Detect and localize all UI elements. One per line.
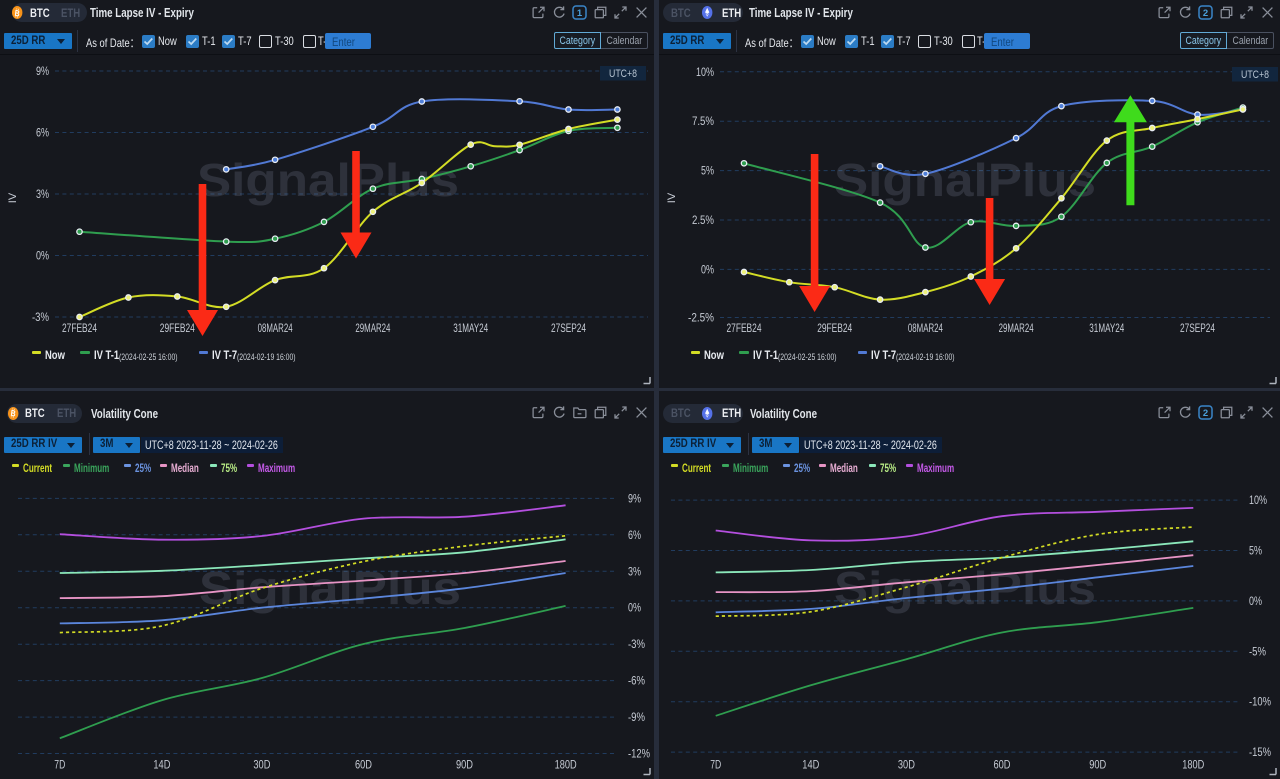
svg-text:180D: 180D: [1182, 758, 1204, 772]
svg-text:2.5%: 2.5%: [692, 213, 714, 227]
svg-text:SignalPlus: SignalPlus: [834, 562, 1096, 614]
svg-text:9%: 9%: [36, 64, 49, 78]
svg-text:29MAR24: 29MAR24: [355, 321, 390, 335]
svg-text:0%: 0%: [36, 249, 49, 263]
svg-text:-10%: -10%: [1249, 695, 1271, 709]
svg-text:5%: 5%: [1249, 544, 1262, 558]
svg-text:29FEB24: 29FEB24: [817, 321, 852, 335]
svg-text:SignalPlus: SignalPlus: [834, 154, 1096, 206]
svg-text:3%: 3%: [628, 564, 641, 578]
svg-text:5%: 5%: [701, 164, 714, 178]
svg-text:-3%: -3%: [628, 637, 645, 651]
svg-text:90D: 90D: [456, 758, 473, 772]
svg-text:IV: IV: [666, 192, 678, 203]
svg-text:-3%: -3%: [32, 310, 49, 324]
svg-text:-15%: -15%: [1249, 745, 1271, 759]
svg-text:7.5%: 7.5%: [692, 114, 714, 128]
svg-text:31MAY24: 31MAY24: [453, 321, 488, 335]
svg-text:IV: IV: [7, 192, 19, 203]
svg-text:27SEP24: 27SEP24: [1180, 321, 1215, 335]
svg-text:6%: 6%: [628, 528, 641, 542]
svg-text:14D: 14D: [802, 758, 819, 772]
svg-text:60D: 60D: [994, 758, 1011, 772]
svg-text:60D: 60D: [355, 758, 372, 772]
svg-text:90D: 90D: [1089, 758, 1106, 772]
svg-text:08MAR24: 08MAR24: [258, 321, 293, 335]
svg-text:2: 2: [1203, 8, 1208, 19]
svg-text:B: B: [10, 408, 16, 418]
svg-text:-2.5%: -2.5%: [688, 311, 714, 325]
svg-text:9%: 9%: [628, 491, 641, 505]
svg-text:29MAR24: 29MAR24: [999, 321, 1034, 335]
svg-text:-6%: -6%: [628, 674, 645, 688]
svg-text:2: 2: [1203, 408, 1208, 419]
svg-text:30D: 30D: [253, 758, 270, 772]
svg-text:31MAY24: 31MAY24: [1089, 321, 1124, 335]
svg-text:B: B: [14, 8, 20, 18]
svg-text:7D: 7D: [54, 758, 65, 772]
svg-text:UTC+8: UTC+8: [609, 68, 637, 80]
svg-text:UTC+8: UTC+8: [1241, 69, 1269, 81]
svg-text:-9%: -9%: [628, 710, 645, 724]
svg-text:14D: 14D: [153, 758, 170, 772]
svg-text:3%: 3%: [36, 187, 49, 201]
svg-text:-12%: -12%: [628, 747, 650, 761]
svg-text:-5%: -5%: [1249, 644, 1266, 658]
svg-text:SignalPlus: SignalPlus: [199, 562, 461, 614]
svg-text:27FEB24: 27FEB24: [62, 321, 97, 335]
svg-text:08MAR24: 08MAR24: [908, 321, 943, 335]
svg-text:29FEB24: 29FEB24: [160, 321, 195, 335]
svg-text:7D: 7D: [710, 758, 721, 772]
svg-text:6%: 6%: [36, 126, 49, 140]
svg-text:0%: 0%: [701, 262, 714, 276]
svg-text:180D: 180D: [555, 758, 577, 772]
svg-text:10%: 10%: [696, 65, 714, 79]
svg-text:1: 1: [577, 8, 583, 19]
svg-text:10%: 10%: [1249, 493, 1267, 507]
svg-text:27FEB24: 27FEB24: [727, 321, 762, 335]
svg-text:0%: 0%: [1249, 594, 1262, 608]
svg-text:0%: 0%: [628, 601, 641, 615]
svg-text:30D: 30D: [898, 758, 915, 772]
svg-text:27SEP24: 27SEP24: [551, 321, 586, 335]
